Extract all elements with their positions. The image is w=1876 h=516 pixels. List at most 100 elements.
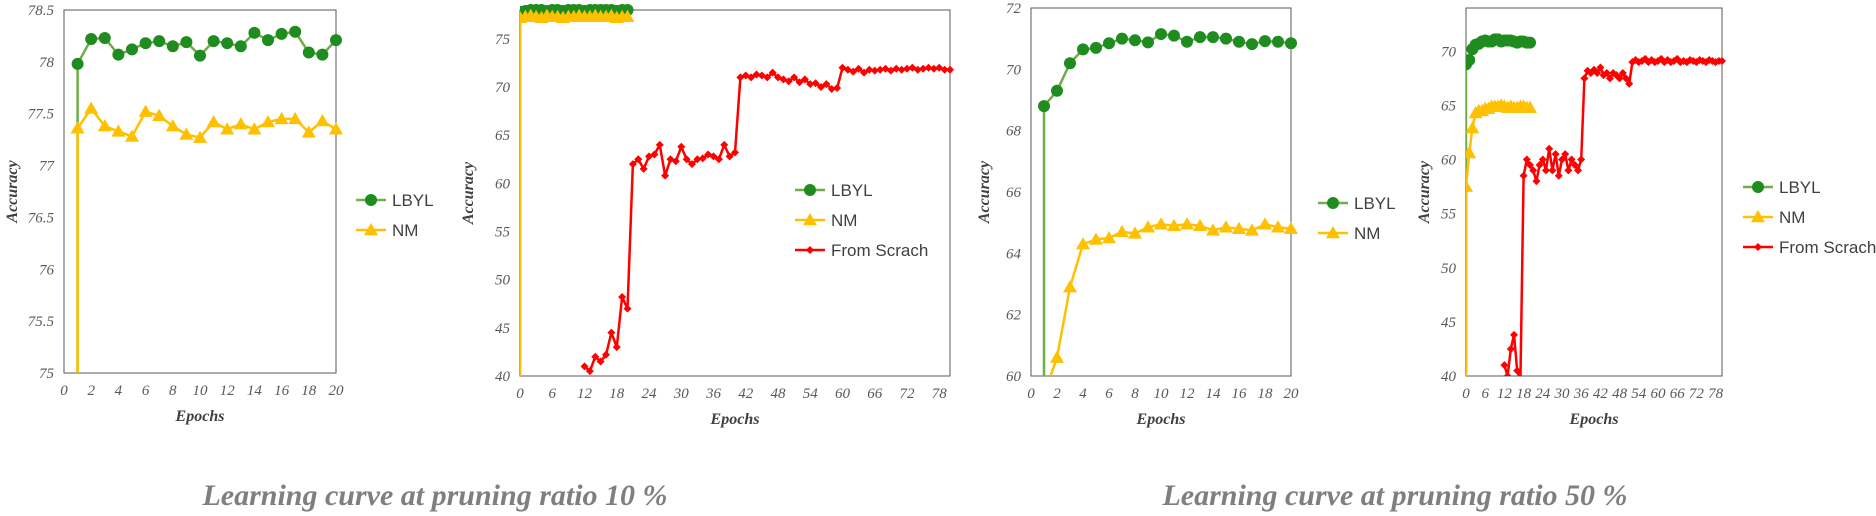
series-line bbox=[76, 107, 337, 373]
data-point bbox=[1554, 171, 1563, 180]
legend-label: From Scrach bbox=[831, 241, 928, 260]
x-tick-label: 12 bbox=[577, 386, 593, 402]
x-tick-label: 36 bbox=[1573, 386, 1590, 402]
y-tick-label: 60 bbox=[495, 176, 511, 192]
y-tick-label: 65 bbox=[1441, 98, 1457, 114]
x-tick-label: 12 bbox=[1497, 386, 1513, 402]
y-tick-label: 76 bbox=[39, 262, 55, 278]
data-point bbox=[1503, 372, 1512, 376]
x-tick-label: 8 bbox=[169, 383, 177, 399]
data-point bbox=[1466, 121, 1480, 134]
data-point bbox=[612, 343, 621, 352]
series-line bbox=[1042, 32, 1292, 376]
data-point bbox=[234, 40, 247, 53]
x-tick-label: 48 bbox=[771, 386, 787, 402]
y-tick-label: 72 bbox=[1006, 1, 1022, 17]
data-point bbox=[860, 68, 868, 77]
data-point bbox=[1038, 100, 1050, 113]
data-point bbox=[1181, 35, 1193, 48]
data-point bbox=[329, 122, 343, 135]
data-point bbox=[677, 142, 686, 151]
data-point bbox=[682, 155, 691, 164]
data-point bbox=[806, 80, 815, 89]
data-point bbox=[1051, 84, 1063, 97]
data-point bbox=[618, 293, 627, 302]
series-nm bbox=[70, 101, 343, 373]
data-point bbox=[1246, 38, 1258, 51]
series-nm bbox=[1466, 98, 1537, 376]
data-point bbox=[688, 160, 696, 169]
y-tick-label: 75 bbox=[495, 32, 511, 48]
data-point bbox=[125, 129, 139, 142]
y-tick-label: 70 bbox=[495, 80, 511, 96]
legend-marker bbox=[365, 194, 377, 206]
x-tick-label: 10 bbox=[1154, 386, 1170, 402]
series-lbyl bbox=[1038, 28, 1297, 376]
data-point bbox=[849, 67, 858, 76]
legend-label: LBYL bbox=[831, 181, 873, 200]
data-point bbox=[1232, 221, 1246, 235]
data-point bbox=[179, 127, 194, 140]
legend-marker bbox=[1327, 197, 1339, 209]
y-tick-label: 50 bbox=[495, 273, 511, 289]
data-point bbox=[1596, 63, 1605, 72]
data-point bbox=[1593, 68, 1602, 77]
x-tick-label: 4 bbox=[1079, 386, 1087, 402]
y-tick-label: 40 bbox=[1441, 369, 1457, 385]
x-tick-label: 18 bbox=[1258, 386, 1274, 402]
data-point bbox=[220, 122, 235, 135]
data-point bbox=[1548, 166, 1557, 175]
x-tick-label: 36 bbox=[705, 386, 722, 402]
data-point bbox=[892, 64, 901, 73]
data-point bbox=[1513, 366, 1522, 375]
data-point bbox=[194, 49, 206, 62]
data-point bbox=[763, 73, 772, 82]
data-point bbox=[1551, 150, 1560, 159]
data-point bbox=[1167, 218, 1181, 231]
data-point bbox=[833, 84, 842, 93]
legend: LBYL NM From Scrach bbox=[1743, 178, 1876, 257]
data-point bbox=[811, 79, 820, 88]
data-point bbox=[1602, 68, 1611, 77]
data-point bbox=[725, 152, 734, 161]
legend-label: NM bbox=[1779, 208, 1805, 227]
series-line bbox=[520, 14, 628, 376]
data-point bbox=[822, 80, 831, 89]
x-tick-label: 16 bbox=[1232, 386, 1248, 402]
data-point bbox=[1063, 280, 1077, 293]
data-point bbox=[827, 84, 836, 93]
data-point bbox=[193, 130, 207, 143]
data-point bbox=[139, 37, 152, 50]
data-point bbox=[1510, 330, 1518, 339]
chart-1: 75 75.5 76 76.5 77 77.5 78 78.5 0 2 4 6 8 10 12 14 16 18 2… bbox=[4, 3, 434, 425]
data-point bbox=[1625, 79, 1634, 88]
data-point bbox=[671, 157, 680, 166]
legend: LBYL NM bbox=[356, 191, 434, 240]
x-tick-label: 16 bbox=[274, 383, 290, 399]
plot-frame bbox=[1030, 7, 1292, 377]
data-point bbox=[720, 140, 729, 149]
data-point bbox=[655, 140, 664, 149]
data-point bbox=[1567, 155, 1576, 164]
data-point bbox=[302, 46, 315, 59]
data-point bbox=[1076, 237, 1090, 250]
data-point bbox=[165, 119, 180, 132]
y-tick-label: 78.5 bbox=[28, 3, 55, 19]
data-point bbox=[1606, 74, 1614, 83]
data-point bbox=[940, 65, 949, 74]
data-point bbox=[288, 111, 303, 125]
x-tick-label: 60 bbox=[1651, 386, 1667, 402]
data-point bbox=[1500, 361, 1509, 370]
data-point bbox=[1128, 226, 1142, 239]
data-point bbox=[768, 68, 777, 77]
data-point bbox=[1524, 36, 1536, 49]
data-point bbox=[870, 66, 879, 75]
y-tick-label: 50 bbox=[1441, 261, 1457, 277]
caption-left: Learning curve at pruning ratio 10 % bbox=[201, 479, 667, 512]
data-point bbox=[315, 113, 330, 127]
data-point bbox=[924, 63, 933, 72]
data-point bbox=[1570, 160, 1579, 169]
y-tick-label: 60 bbox=[1006, 369, 1022, 385]
data-point bbox=[1285, 37, 1297, 50]
